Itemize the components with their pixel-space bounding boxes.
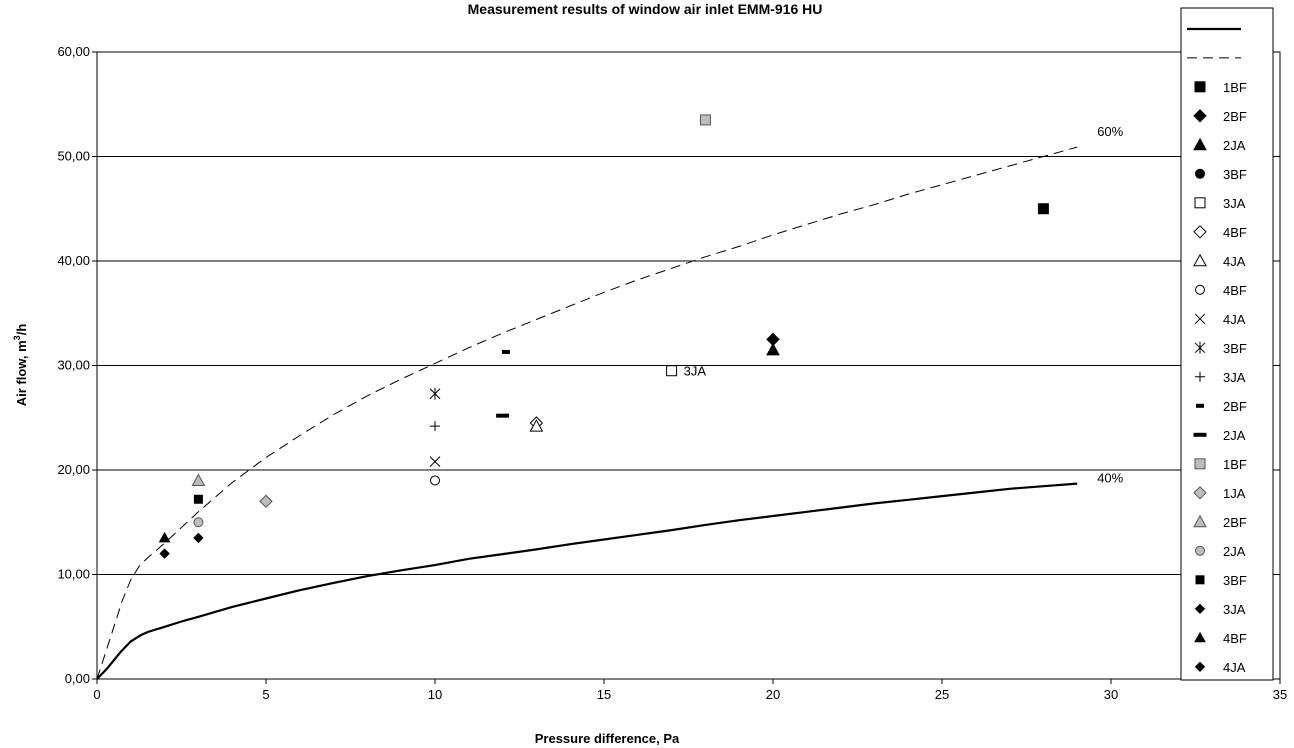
legend-marker [1195, 168, 1205, 179]
legend-marker [1193, 253, 1207, 267]
legend-marker [1193, 109, 1207, 123]
legend-entries: 1BF 2BF 2JA 3BF 3JA 4BF 4JA 4BF 4JA 3BF 3JA 2BF 2JA 1… [1187, 27, 1247, 675]
legend-marker [1194, 341, 1206, 354]
x-tick-label: 0 [93, 687, 100, 702]
data-point [191, 473, 206, 486]
legend-marker [1193, 432, 1207, 437]
y-tick-label: 10,00 [57, 567, 90, 582]
data-point [193, 494, 203, 504]
legend-marker [1194, 458, 1206, 470]
chart-title: Measurement results of window air inlet … [468, 1, 823, 17]
y-tick-label: 60,00 [57, 44, 90, 59]
curve-label: 40% [1097, 471, 1123, 486]
y-tick-label: 40,00 [57, 253, 90, 268]
legend-marker [1193, 514, 1207, 528]
y-axis-title-superscript: 3 [12, 335, 22, 340]
legend-label: 2JA [1223, 544, 1246, 559]
x-tick-label: 5 [262, 687, 269, 702]
y-axis-title-main: Air flow, m [14, 340, 29, 406]
curve-series [96, 146, 1078, 680]
curve-label: 60% [1097, 124, 1123, 139]
data-point [430, 475, 440, 486]
x-tick-label: 20 [766, 687, 780, 702]
data-point [430, 421, 440, 432]
legend-marker [1194, 197, 1206, 209]
data-point [501, 349, 510, 354]
data-points [158, 114, 1049, 559]
legend-label: 3BF [1223, 573, 1247, 588]
legend-marker [1194, 81, 1206, 93]
data-point [766, 342, 780, 356]
legend-marker [1195, 284, 1205, 295]
axis-ticks: 0,00 10,00 20,00 30,00 40,00 50,00 60,00 0 5 10 15… [57, 44, 1287, 702]
legend-marker [1194, 313, 1206, 325]
legend-label: 3JA [1223, 370, 1246, 385]
legend-marker [1196, 403, 1204, 408]
data-point [496, 413, 510, 418]
y-tick-label: 20,00 [57, 462, 90, 477]
legend-label: 4JA [1223, 660, 1246, 675]
y-axis-title: Air flow, m3/h [12, 324, 29, 407]
legend-label: 4BF [1223, 631, 1247, 646]
data-point [159, 548, 170, 559]
legend-label: 1JA [1223, 486, 1246, 501]
annotations: 40% 60% 3JA [684, 124, 1124, 485]
legend-marker [1193, 137, 1207, 151]
legend-marker [1194, 631, 1206, 643]
y-tick-label: 30,00 [57, 358, 90, 373]
y-axis-title-tail: /h [14, 324, 29, 336]
legend-label: 2BF [1223, 399, 1247, 414]
data-point [259, 494, 273, 509]
legend-label: 1BF [1223, 457, 1247, 472]
legend-label: 2JA [1223, 138, 1246, 153]
legend-label: 2JA [1223, 428, 1246, 443]
legend-marker [1193, 486, 1207, 500]
data-point [193, 532, 204, 544]
data-point [1037, 203, 1049, 215]
y-tick-label: 50,00 [57, 149, 90, 164]
curve-60-line [96, 146, 1078, 680]
y-axis-title-group: Air flow, m3/h [12, 324, 29, 407]
legend-label: 3JA [1223, 602, 1246, 617]
x-tick-label: 10 [428, 687, 442, 702]
x-axis-title: Pressure difference, Pa [535, 731, 680, 746]
x-tick-label: 30 [1104, 687, 1118, 702]
y-tick-label: 0,00 [65, 671, 90, 686]
legend-label: 2BF [1223, 109, 1247, 124]
legend-marker [1193, 225, 1207, 239]
legend-label: 3JA [1223, 196, 1246, 211]
data-point [193, 517, 204, 528]
x-tick-label: 15 [597, 687, 611, 702]
data-point [699, 114, 711, 126]
x-tick-label: 35 [1273, 687, 1287, 702]
legend-label: 2BF [1223, 515, 1247, 530]
data-point [666, 365, 678, 377]
legend-marker [1195, 545, 1205, 556]
legend-label: 4BF [1223, 225, 1247, 240]
data-point [429, 456, 441, 467]
data-point [529, 419, 544, 432]
legend-marker [1194, 603, 1206, 615]
legend-label: 4BF [1223, 283, 1247, 298]
legend-marker [1194, 661, 1206, 673]
legend-marker [1195, 371, 1205, 382]
x-tick-label: 25 [935, 687, 949, 702]
legend-label: 3BF [1223, 341, 1247, 356]
data-point [429, 387, 441, 400]
data-label: 3JA [684, 364, 707, 379]
curve-40-line [96, 482, 1078, 680]
legend-marker [1195, 575, 1205, 585]
legend-label: 4JA [1223, 312, 1246, 327]
data-point [158, 531, 171, 543]
legend-label: 1BF [1223, 80, 1247, 95]
legend-label: 4JA [1223, 254, 1246, 269]
legend-label: 3BF [1223, 167, 1247, 182]
